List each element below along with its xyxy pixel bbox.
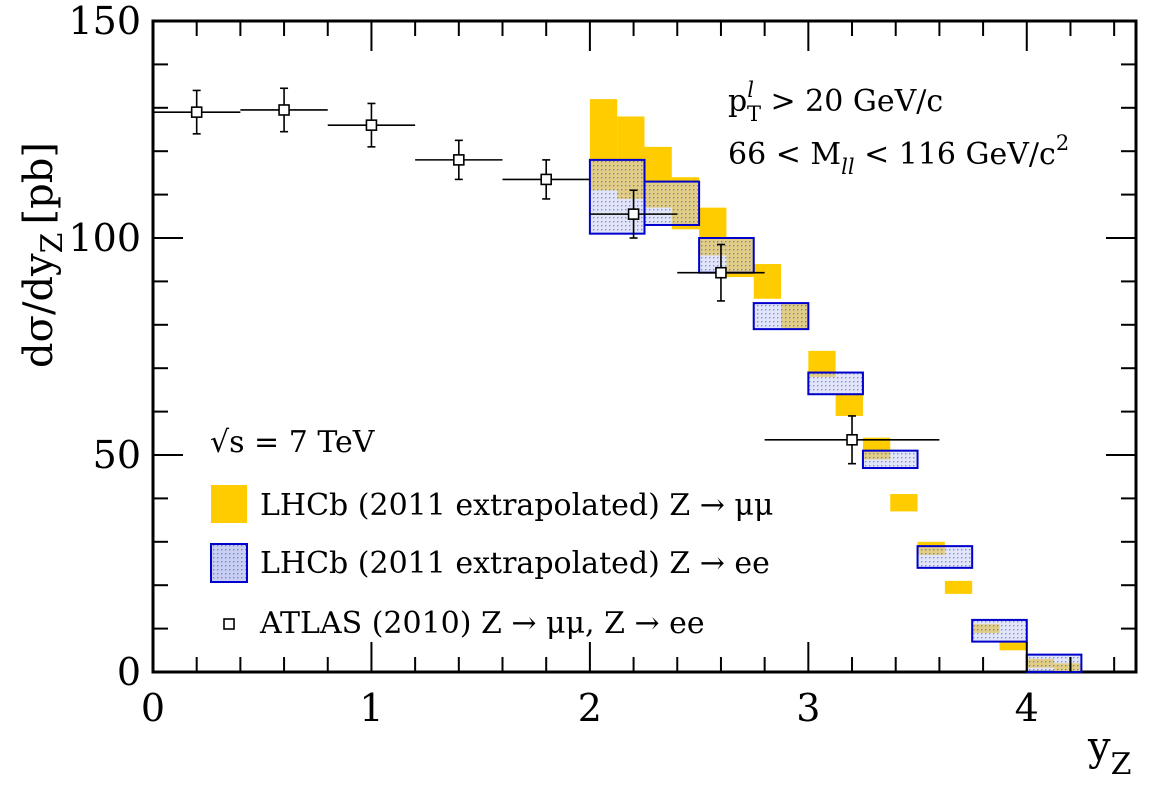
legend-swatch-ee [210, 543, 248, 583]
ee-box-3 [752, 302, 810, 331]
atlas-point-5 [589, 189, 678, 239]
ee-box-outline-0 [588, 158, 646, 235]
atlas-marker-5 [627, 208, 640, 220]
atlas-marker-4 [540, 173, 553, 186]
legend-marker-atlas [223, 618, 235, 630]
x-axis-label: yZ [1087, 724, 1131, 782]
mass-cut-sub: ll [841, 155, 854, 179]
mumu-band-11 [890, 494, 918, 512]
y-tick-label-2: 100 [68, 216, 141, 260]
legend-label-ee: LHCb (2011 extrapolated) Z → ee [260, 546, 770, 581]
atlas-point-1 [240, 87, 328, 133]
x-tick-label-3: 3 [796, 686, 820, 730]
legend-label-atlas: ATLAS (2010) Z → μμ, Z → ee [259, 606, 705, 641]
ee-box-6 [916, 545, 974, 569]
ee-box-outline-5 [861, 449, 919, 470]
atlas-points [153, 87, 940, 465]
y-axis-label-sub: Z [35, 232, 70, 253]
ee-box-outline-4 [807, 371, 864, 396]
ee-box-4 [807, 371, 864, 396]
atlas-marker-6 [715, 266, 727, 279]
atlas-marker-0 [190, 106, 203, 118]
y-tick-label-0: 0 [117, 650, 141, 694]
energy-prefix: √s [210, 425, 245, 460]
ee-box-outline-8 [1025, 653, 1083, 674]
x-axis-label-sub: Z [1111, 747, 1132, 782]
atlas-marker-2 [365, 119, 378, 131]
x-tick-label-4: 4 [1015, 686, 1039, 730]
ee-box-outline-3 [752, 302, 810, 331]
pt-cut-annotation: pl T > 20 GeV/c [728, 78, 943, 126]
y-axis-label-main: dσ/dy [16, 253, 62, 368]
atlas-point-4 [502, 159, 590, 200]
x-tick-label-2: 2 [578, 686, 602, 730]
atlas-marker-7 [846, 434, 858, 446]
atlas-point-2 [327, 102, 416, 148]
y-axis-label: dσ/dyZ [pb] [16, 142, 70, 368]
legend-swatch-mumu [211, 485, 247, 523]
mumu-band-6 [753, 264, 782, 299]
lhcb-ee-boxes [588, 158, 1083, 674]
mumu-band-9 [835, 394, 863, 416]
mass-cut-rest: < 116 GeV/c [855, 137, 1056, 172]
plot-frame [151, 19, 1138, 674]
atlas-marker-1 [278, 104, 290, 116]
atlas-point-6 [677, 243, 765, 302]
ee-box-0 [588, 158, 646, 235]
legend-label-mumu: LHCb (2011 extrapolated) Z → μμ [260, 488, 773, 523]
pt-cut-rest: > 20 GeV/c [761, 84, 943, 119]
mass-cut-sup: 2 [1056, 131, 1069, 155]
atlas-point-0 [153, 89, 241, 135]
y-axis-label-unit: [pb] [16, 142, 62, 224]
mass-cut-annotation: 66 < Mll < 116 GeV/c2 [728, 131, 1069, 179]
atlas-marker-3 [453, 154, 465, 166]
axis-ticks [152, 20, 1136, 673]
pt-cut-sub: T [747, 102, 761, 126]
ee-box-outline-1 [643, 180, 701, 226]
energy-text: = 7 TeV [245, 425, 376, 460]
ee-box-1 [643, 180, 701, 226]
axis-tick-labels: 0 1 2 3 4 0 50 100 150 [68, 0, 1038, 730]
pt-cut-sup: l [747, 78, 754, 102]
energy-annotation: √s = 7 TeV [210, 425, 376, 460]
ee-box-7 [971, 618, 1028, 643]
atlas-point-7 [764, 415, 940, 465]
mumu-band-13 [944, 580, 973, 594]
ee-box-8 [1025, 653, 1083, 674]
y-tick-label-3: 150 [68, 0, 141, 43]
pt-cut-main: p [728, 84, 747, 119]
ee-box-outline-7 [971, 618, 1028, 643]
legend: LHCb (2011 extrapolated) Z → μμ LHCb (20… [210, 485, 773, 641]
ee-box-5 [861, 449, 919, 470]
atlas-point-3 [415, 139, 503, 181]
mumu-band-15 [999, 641, 1027, 651]
x-tick-label-1: 1 [359, 686, 383, 730]
y-tick-label-1: 50 [93, 433, 141, 477]
ee-box-outline-6 [916, 545, 974, 569]
mass-cut-prefix: 66 < M [728, 137, 841, 172]
x-axis-label-main: y [1087, 724, 1111, 770]
x-tick-label-0: 0 [141, 686, 165, 730]
